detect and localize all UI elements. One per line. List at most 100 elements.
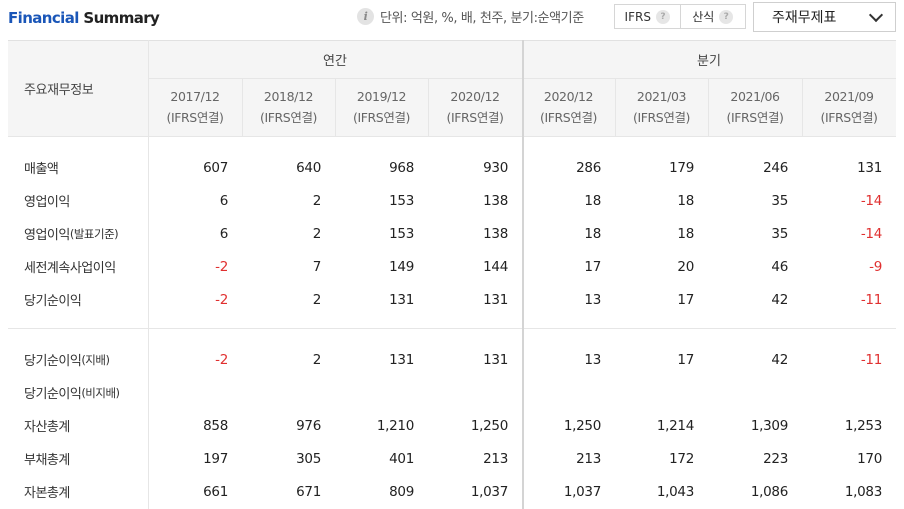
table-cell: 6 bbox=[219, 225, 229, 242]
table-cell: 1,083 bbox=[844, 483, 882, 500]
table-cell: 42 bbox=[771, 291, 788, 308]
table-cell: 305 bbox=[296, 450, 321, 467]
row-label: 자산총계 bbox=[24, 409, 70, 442]
table-cell: 671 bbox=[296, 483, 321, 500]
row-label-sub: (발표기준) bbox=[69, 226, 119, 241]
table-cell: 1,214 bbox=[656, 417, 694, 434]
row-label: 부채총계 bbox=[24, 442, 70, 475]
table-cell: 976 bbox=[296, 417, 321, 434]
table-cell bbox=[148, 376, 242, 409]
table-cell bbox=[522, 376, 615, 409]
row-label: 영업이익 (발표기준) bbox=[24, 217, 119, 250]
table-cell: 17 bbox=[677, 291, 694, 308]
period-header: 2021/09 (IFRS연결) bbox=[802, 78, 896, 136]
table-cell: 18 bbox=[584, 225, 601, 242]
period-divider bbox=[242, 78, 243, 136]
table-cell: 607 bbox=[203, 159, 228, 176]
table-cell: 35 bbox=[771, 225, 788, 242]
statement-type-select[interactable]: 주재무제표 bbox=[753, 2, 896, 32]
row-label: 당기순이익 (비지배) bbox=[24, 376, 120, 409]
row-label-main: 당기순이익 bbox=[24, 294, 82, 309]
row-label-main: 당기순이익 bbox=[24, 354, 82, 369]
table-cell: 2 bbox=[312, 291, 322, 308]
summary-header: Financial Summary i 단위: 억원, %, 배, 천주, 분기… bbox=[0, 0, 904, 38]
title-summary: Summary bbox=[83, 9, 160, 27]
row-label-main: 영업이익 bbox=[24, 228, 70, 243]
table-row: 부채총계 197 305 401 213 213 172 223 170 bbox=[8, 442, 896, 475]
table-cell: 2 bbox=[312, 225, 322, 242]
corner-label: 주요재무정보 bbox=[24, 82, 94, 98]
table-cell: 131 bbox=[857, 159, 882, 176]
period-header: 2021/03 (IFRS연결) bbox=[615, 78, 708, 136]
period-header: 2017/12 (IFRS연결) bbox=[148, 78, 242, 136]
table-cell: 6 bbox=[219, 192, 229, 209]
table-cell: 172 bbox=[669, 450, 694, 467]
table-cell: 213 bbox=[483, 450, 508, 467]
table-cell: 20 bbox=[677, 258, 694, 275]
period-header: 2019/12 (IFRS연결) bbox=[335, 78, 428, 136]
table-cell: 131 bbox=[389, 291, 414, 308]
period-basis: (IFRS연결) bbox=[259, 110, 318, 125]
table-cell: 661 bbox=[203, 483, 228, 500]
table-cell: 930 bbox=[483, 159, 508, 176]
row-label-main: 세전계속사업이익 bbox=[24, 261, 116, 276]
table-cell: 2 bbox=[312, 351, 322, 368]
period-basis: (IFRS연결) bbox=[446, 110, 504, 125]
table-cell: 153 bbox=[389, 225, 414, 242]
view-toggle: IFRS ? 산식 ? bbox=[614, 4, 746, 29]
table-row: 영업이익 (발표기준) 6 2 153 138 18 18 35 -14 bbox=[8, 217, 896, 250]
table-cell: 1,250 bbox=[470, 417, 508, 434]
period-header: 2018/12 (IFRS연결) bbox=[242, 78, 335, 136]
table-cell: -9 bbox=[869, 258, 882, 275]
table-cell: 13 bbox=[584, 351, 601, 368]
table-cell: 179 bbox=[669, 159, 694, 176]
group-divider bbox=[522, 40, 524, 509]
row-label-main: 매출액 bbox=[24, 162, 59, 177]
period-divider bbox=[428, 78, 429, 136]
table-cell: 18 bbox=[677, 192, 694, 209]
row-label: 매출액 bbox=[24, 151, 59, 184]
table-cell: -2 bbox=[215, 258, 228, 275]
row-label-sub: (지배) bbox=[81, 352, 110, 367]
period-divider bbox=[615, 78, 616, 136]
table-row: 당기순이익 -2 2 131 131 13 17 42 -11 bbox=[8, 283, 896, 316]
help-icon[interactable]: ? bbox=[655, 9, 670, 24]
table-cell: 35 bbox=[771, 192, 788, 209]
table-cell: 246 bbox=[763, 159, 788, 176]
row-label-main: 부채총계 bbox=[24, 453, 70, 468]
formula-toggle-button[interactable]: 산식 ? bbox=[679, 5, 746, 28]
unit-text: 단위: 억원, %, 배, 천주, 분기:순액기준 bbox=[380, 11, 584, 26]
table-cell: 286 bbox=[576, 159, 601, 176]
period-divider bbox=[708, 78, 709, 136]
table-cell: 1,037 bbox=[470, 483, 508, 500]
column-divider bbox=[148, 40, 149, 509]
select-value: 주재무제표 bbox=[772, 10, 837, 26]
table-cell: 640 bbox=[296, 159, 321, 176]
ifrs-label: IFRS bbox=[624, 9, 651, 24]
help-icon[interactable]: ? bbox=[719, 9, 734, 24]
table-cell: 1,250 bbox=[563, 417, 601, 434]
row-label: 당기순이익 bbox=[24, 283, 82, 316]
table-cell bbox=[335, 376, 428, 409]
row-label-main: 영업이익 bbox=[24, 195, 70, 210]
period-header: 2020/12 (IFRS연결) bbox=[522, 78, 615, 136]
period-date: 2021/09 bbox=[824, 89, 874, 104]
table-cell: 1,309 bbox=[750, 417, 788, 434]
table-cell: 197 bbox=[203, 450, 228, 467]
table-cell bbox=[615, 376, 708, 409]
table-header-background bbox=[8, 40, 896, 136]
row-label-sub: (비지배) bbox=[81, 385, 120, 400]
table-cell: 46 bbox=[771, 258, 788, 275]
period-basis: (IFRS연결) bbox=[632, 110, 691, 125]
period-header: 2020/12 (IFRS연결) bbox=[428, 78, 522, 136]
table-cell: 170 bbox=[857, 450, 882, 467]
ifrs-toggle-button[interactable]: IFRS ? bbox=[615, 5, 680, 28]
period-basis: (IFRS연결) bbox=[726, 110, 784, 125]
group-quarter: 분기 bbox=[697, 53, 721, 69]
row-label-main: 자산총계 bbox=[24, 420, 70, 435]
row-label-main: 당기순이익 bbox=[24, 387, 82, 402]
table-cell: 1,037 bbox=[563, 483, 601, 500]
header-bottom-divider bbox=[8, 136, 896, 137]
info-icon[interactable]: i bbox=[357, 8, 374, 25]
table-cell: -11 bbox=[860, 291, 882, 308]
